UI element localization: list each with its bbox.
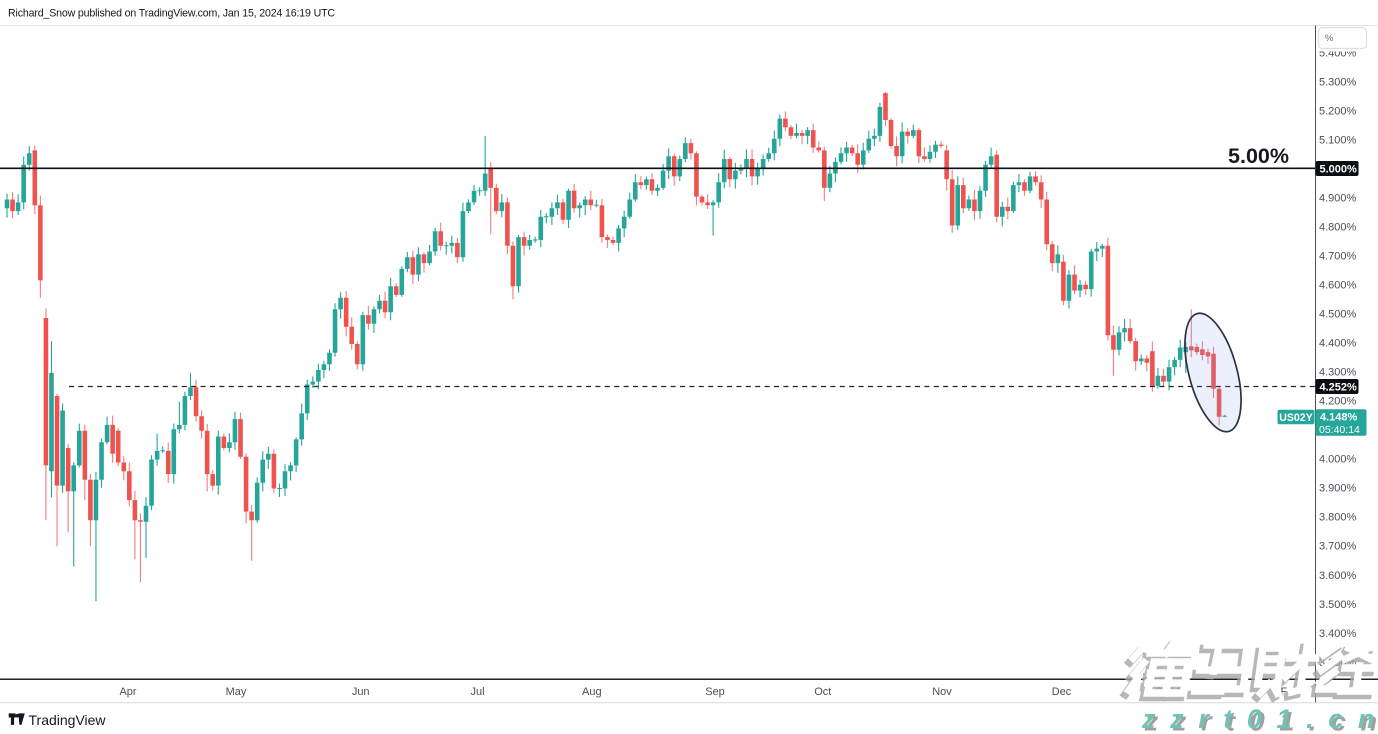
svg-text:Jun: Jun bbox=[352, 686, 370, 698]
svg-text:5.300%: 5.300% bbox=[1319, 76, 1357, 88]
svg-text:May: May bbox=[226, 686, 247, 698]
svg-text:5.100%: 5.100% bbox=[1319, 135, 1357, 147]
svg-text:3.800%: 3.800% bbox=[1319, 512, 1357, 524]
svg-text:3.600%: 3.600% bbox=[1319, 570, 1357, 582]
svg-text:Apr: Apr bbox=[119, 686, 136, 698]
svg-text:Richard_Snow published on Trad: Richard_Snow published on TradingView.co… bbox=[8, 8, 335, 20]
svg-text:Oct: Oct bbox=[814, 686, 831, 698]
svg-text:5.000%: 5.000% bbox=[1320, 164, 1358, 176]
svg-text:4.400%: 4.400% bbox=[1319, 338, 1357, 350]
svg-text:4.900%: 4.900% bbox=[1319, 193, 1357, 205]
svg-text:05:40:14: 05:40:14 bbox=[1319, 424, 1360, 436]
svg-text:3.700%: 3.700% bbox=[1319, 541, 1357, 553]
svg-text:US02Y: US02Y bbox=[1279, 412, 1313, 424]
svg-text:3.900%: 3.900% bbox=[1319, 483, 1357, 495]
svg-text:5.00%: 5.00% bbox=[1228, 144, 1289, 168]
svg-text:4.500%: 4.500% bbox=[1319, 309, 1357, 321]
svg-text:zzrt01.cn: zzrt01.cn bbox=[1144, 707, 1378, 734]
svg-text:4.300%: 4.300% bbox=[1319, 367, 1357, 379]
svg-text:%: % bbox=[1325, 33, 1334, 44]
svg-text:TradingView: TradingView bbox=[29, 712, 107, 728]
svg-text:4.252%: 4.252% bbox=[1320, 382, 1358, 394]
svg-text:4.600%: 4.600% bbox=[1319, 280, 1357, 292]
svg-text:5.200%: 5.200% bbox=[1319, 105, 1357, 117]
svg-text:3.500%: 3.500% bbox=[1319, 599, 1357, 611]
svg-text:4.800%: 4.800% bbox=[1319, 222, 1357, 234]
svg-text:Aug: Aug bbox=[582, 686, 602, 698]
svg-text:4.148%: 4.148% bbox=[1320, 411, 1358, 423]
svg-text:Sep: Sep bbox=[705, 686, 725, 698]
svg-text:Nov: Nov bbox=[932, 686, 952, 698]
svg-text:3.400%: 3.400% bbox=[1319, 628, 1357, 640]
svg-text:4.200%: 4.200% bbox=[1319, 396, 1357, 408]
svg-text:4.700%: 4.700% bbox=[1319, 251, 1357, 263]
svg-text:Jul: Jul bbox=[470, 686, 484, 698]
svg-text:4.000%: 4.000% bbox=[1319, 454, 1357, 466]
svg-text:zzrt01.cn: zzrt01.cn bbox=[1141, 704, 1378, 734]
svg-text:Dec: Dec bbox=[1052, 686, 1072, 698]
